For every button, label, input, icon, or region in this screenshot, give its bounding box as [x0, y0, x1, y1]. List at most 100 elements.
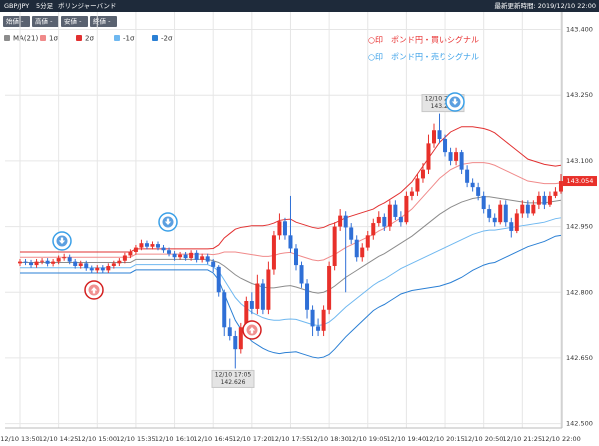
dropdown[interactable]: 高値 - [32, 16, 59, 27]
dropdown-box[interactable] [90, 16, 117, 27]
candle-body [106, 265, 111, 271]
candle-body [432, 130, 436, 144]
candle-body [78, 263, 83, 266]
header: GBP/JPY 5分足 ボリンジャーバンド 最新更新時間: 2019/12/10… [0, 0, 599, 12]
candle-body [327, 265, 332, 310]
legend-item[interactable]: MA(21) [4, 35, 38, 43]
candle-body [476, 187, 481, 196]
candle-body [503, 204, 508, 223]
candle-body [23, 261, 28, 263]
candle-body [509, 222, 514, 231]
candle-body [487, 209, 492, 218]
candle-body [338, 215, 343, 227]
dropdown-label[interactable]: 始値 - [6, 17, 24, 26]
candle-body [354, 239, 359, 258]
y-tick-label: 143.100 [566, 157, 593, 165]
dropdown[interactable]: 終値 - [90, 16, 117, 27]
dropdown-label[interactable]: 安値 - [64, 17, 82, 26]
dropdown-label[interactable]: 高値 - [35, 17, 53, 26]
candle-body [542, 195, 547, 205]
candle-body [84, 263, 89, 269]
last-price-box [563, 176, 597, 187]
legend-swatch[interactable] [4, 35, 10, 41]
legend-item[interactable]: 2σ [76, 35, 94, 43]
dropdown-label[interactable]: 終値 - [93, 17, 111, 26]
candle-body [205, 256, 210, 262]
legend-label[interactable]: MA(21) [13, 35, 38, 43]
y-tick-label: 142.950 [566, 223, 593, 231]
legend-label[interactable]: 1σ [49, 35, 58, 43]
candle-body [244, 301, 249, 328]
candle-body [332, 226, 337, 266]
candle-body [393, 204, 398, 217]
dropdown-box[interactable] [61, 16, 88, 27]
callout-time: 12/10 17:05 [215, 371, 252, 378]
last-price: 143.054 [567, 177, 594, 185]
legend-label[interactable]: 2σ [85, 35, 94, 43]
candle-body [62, 257, 67, 259]
candle-body [558, 181, 563, 192]
x-tick-label: 12/10 16:45 [193, 435, 233, 443]
candle-body [371, 223, 376, 236]
legend-swatch[interactable] [114, 35, 120, 41]
candle-body [443, 138, 448, 153]
candle-body [437, 130, 442, 139]
indicator: ボリンジャーバンド [58, 2, 116, 10]
candle-body [18, 261, 22, 264]
legend-label[interactable]: -2σ [161, 35, 173, 43]
candle-body [520, 204, 525, 214]
candle-body [95, 267, 100, 271]
y-tick-label: 143.250 [566, 91, 593, 99]
buy-signal [242, 320, 262, 340]
candle-body [465, 169, 470, 183]
signals [52, 92, 465, 340]
candle-body [128, 251, 133, 256]
candle-body [299, 265, 304, 284]
candle-body [133, 247, 138, 252]
candle-body [498, 204, 503, 223]
candle-body [343, 215, 348, 228]
x-tick-label: 12/10 14:25 [39, 435, 79, 443]
x-tick-label: 12/10 17:20 [232, 435, 272, 443]
candle-body [249, 301, 254, 309]
legend-item[interactable]: 1σ [40, 35, 58, 43]
legend-label[interactable]: -1σ [123, 35, 135, 43]
candle-body [536, 195, 541, 205]
signal-note: ○印 ポンド円・買いシグナル [368, 35, 479, 45]
candle-body [260, 283, 265, 310]
candle-body [415, 178, 420, 192]
candle-body [167, 250, 172, 254]
candle-body [481, 195, 486, 210]
y-tick-label: 142.650 [566, 354, 593, 362]
buy-signal [84, 280, 104, 300]
candle-body [29, 262, 34, 266]
candle-body [409, 191, 414, 196]
candle-body [150, 244, 155, 247]
dropdown-box[interactable] [3, 16, 30, 27]
x-tick-label: 12/10 21:25 [503, 435, 543, 443]
legend-swatch[interactable] [152, 35, 158, 41]
candle-body [34, 261, 39, 266]
callout-time: 12/10 20:10 [425, 96, 462, 103]
dropdown-box[interactable] [32, 16, 59, 27]
legend-swatch[interactable] [40, 35, 46, 41]
candle-body [426, 143, 431, 170]
candle-body [139, 243, 144, 248]
dropdown[interactable]: 安値 - [61, 16, 88, 27]
legend-item[interactable]: -1σ [114, 35, 135, 43]
candle-body [227, 327, 232, 337]
dropdown[interactable]: 始値 - [3, 16, 30, 27]
candle-body [365, 235, 370, 248]
updated: 最新更新時間: 2019/12/10 22:00 [494, 1, 596, 10]
candle-body [514, 213, 519, 231]
candle-body [56, 258, 61, 262]
legend-swatch[interactable] [76, 35, 82, 41]
symbol: GBP/JPY [4, 2, 29, 10]
candle-body [266, 269, 271, 310]
legend-item[interactable]: -2σ [152, 35, 173, 43]
candle-body [305, 283, 310, 310]
candle-body [117, 260, 122, 264]
candle-body [51, 261, 56, 264]
x-tick-label: 12/10 13:50 [0, 435, 40, 443]
